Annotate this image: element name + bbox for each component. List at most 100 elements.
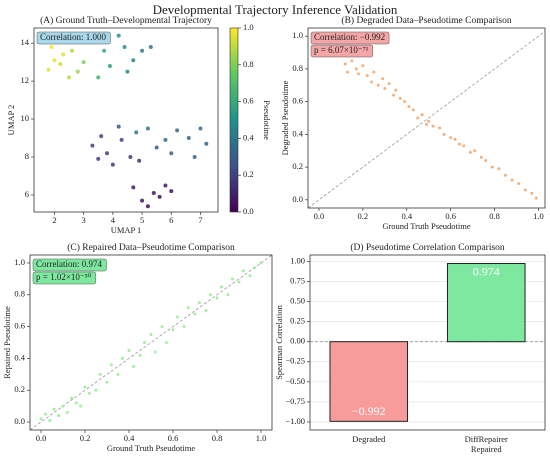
- point: [122, 44, 127, 49]
- point: [105, 380, 109, 384]
- annotation-box: [310, 31, 390, 45]
- point: [346, 70, 349, 74]
- annotation: Correlation: 1.000: [40, 32, 106, 42]
- colorbar-tick-label: 0.0: [243, 206, 254, 216]
- point: [343, 62, 347, 66]
- y-tick-label: 0.8: [292, 63, 303, 73]
- point: [197, 301, 201, 305]
- point: [57, 414, 61, 418]
- point: [403, 100, 407, 104]
- point: [462, 144, 466, 148]
- x-tick-label: 5: [140, 215, 144, 225]
- point: [70, 396, 74, 400]
- point: [131, 58, 136, 63]
- colorbar-tick-label: 1.0: [243, 22, 254, 32]
- y-tick-label: −0.75: [285, 396, 305, 406]
- x-axis-label: Ground Truth Pseudotime: [382, 221, 471, 231]
- point: [473, 149, 477, 153]
- point: [215, 296, 219, 300]
- x-tick-label: 4: [111, 215, 116, 225]
- point: [504, 173, 507, 177]
- x-tick-label: 0.4: [124, 433, 135, 443]
- point: [74, 401, 78, 405]
- point: [61, 52, 66, 57]
- point: [65, 411, 69, 414]
- panel-title: (D) Pseudotime Correlation Comparison: [350, 242, 505, 253]
- point: [102, 48, 107, 53]
- point: [198, 126, 203, 131]
- figure-title: Developmental Trajectory Inference Valid…: [153, 2, 398, 17]
- point: [58, 62, 63, 67]
- x-tick-label: 0.2: [358, 211, 369, 221]
- point: [99, 134, 104, 139]
- y-tick-label: 0.0: [14, 416, 25, 426]
- colorbar-label: Pseudotime: [262, 100, 272, 140]
- annotation-box: [32, 258, 107, 272]
- point: [46, 67, 51, 72]
- point: [49, 44, 54, 49]
- point: [39, 417, 43, 421]
- y-axis-label: Degraded Pseudotime: [280, 80, 290, 155]
- point: [490, 165, 494, 169]
- x-tick-label: 1.0: [256, 433, 267, 443]
- bar: [329, 341, 409, 422]
- point: [534, 196, 538, 200]
- annotation-box: [36, 31, 111, 45]
- point: [420, 113, 424, 117]
- colorbar-tick-label: 0.6: [243, 96, 254, 106]
- point: [175, 128, 180, 133]
- colorbar-tick-label: 0.8: [243, 59, 254, 69]
- point: [381, 77, 385, 81]
- point: [151, 191, 156, 196]
- point: [407, 105, 411, 109]
- point: [394, 88, 398, 92]
- point: [411, 108, 415, 112]
- x-tick-label: 1.0: [533, 211, 544, 221]
- y-tick-label: −0.25: [285, 356, 305, 366]
- point: [140, 198, 145, 203]
- point: [204, 309, 208, 313]
- point: [356, 72, 360, 76]
- colorbar-tick-label: 0.2: [243, 169, 254, 179]
- point: [134, 130, 139, 135]
- point: [116, 33, 121, 38]
- point: [497, 167, 501, 171]
- y-tick-label: 14: [21, 37, 30, 47]
- y-tick-label: 0.0: [292, 194, 303, 204]
- point: [107, 63, 112, 68]
- x-axis-label: Ground Truth Pseudotime: [107, 443, 196, 453]
- bar: [446, 263, 526, 343]
- value-label: 0.974: [473, 264, 500, 278]
- point: [186, 306, 190, 309]
- point: [219, 285, 223, 289]
- panel-title: (B) Degraded Data–Pseudotime Comparison: [341, 15, 511, 26]
- point: [479, 155, 483, 159]
- y-tick-label: 0.25: [290, 316, 305, 326]
- annotation-box: [310, 44, 374, 58]
- x-tick-label: 0.0: [36, 433, 47, 443]
- point: [120, 356, 124, 360]
- point: [148, 44, 153, 49]
- point: [160, 325, 164, 329]
- point: [442, 132, 446, 136]
- point: [169, 189, 174, 194]
- y-tick-label: 1.0: [14, 257, 25, 267]
- y-tick-label: 0.6: [292, 96, 303, 106]
- point: [52, 58, 57, 63]
- point: [52, 407, 56, 411]
- y-axis-label: UMAP 2: [6, 105, 16, 136]
- annotation: p = 6.07×10⁻⁷¹: [314, 45, 369, 55]
- point: [361, 64, 365, 68]
- point: [169, 151, 174, 156]
- point: [81, 60, 86, 65]
- reference-diagonal: [307, 30, 546, 209]
- point: [90, 143, 95, 148]
- point: [138, 353, 142, 357]
- point: [186, 136, 191, 141]
- point: [94, 388, 98, 392]
- point: [43, 412, 47, 416]
- y-tick-label: 12: [21, 75, 30, 85]
- x-tick-label: 0.8: [212, 433, 223, 443]
- y-tick-label: 6: [25, 189, 29, 199]
- y-tick-label: 0.2: [14, 384, 25, 394]
